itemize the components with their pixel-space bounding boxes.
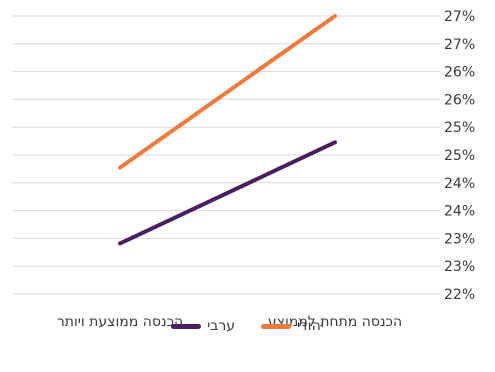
y-tick-label: 25% — [444, 148, 475, 164]
y-tick-label: 23% — [444, 259, 475, 275]
x-category-label: הכנסה ממוצעת ויותר — [57, 314, 183, 330]
y-tick-label: 26% — [444, 65, 475, 81]
y-tick-label: 25% — [444, 120, 475, 136]
y-tick-label: 27% — [444, 37, 475, 53]
legend-label-arab: ערבי — [207, 318, 236, 334]
legend: יהודי ערבי — [0, 318, 495, 334]
legend-swatch-jewish — [261, 323, 292, 329]
legend-label-jewish: יהודי — [297, 318, 324, 334]
series-lines — [118, 14, 337, 246]
legend-item-arab: ערבי — [171, 318, 235, 334]
legend-item-jewish: יהודי — [261, 318, 324, 334]
series-line-1 — [118, 140, 337, 246]
series-line-0 — [118, 14, 337, 170]
y-tick-label: 23% — [444, 231, 475, 247]
y-tick-label: 24% — [444, 204, 475, 220]
y-tick-label: 24% — [444, 176, 475, 192]
x-category-label: הכנסה מתחת לממוצע — [268, 314, 402, 330]
y-tick-label: 26% — [444, 92, 475, 108]
y-axis-ticks: 22% 23% 23% 24% 24% 25% 25% 26% 26% 27% 27% — [444, 9, 475, 303]
y-tick-label: 27% — [444, 9, 475, 25]
y-tick-label: 22% — [444, 287, 475, 303]
legend-swatch-arab — [171, 323, 202, 329]
gridlines — [12, 15, 440, 295]
x-axis-categories: הכנסה מתחת לממוצע הכנסה ממוצעת ויותר — [57, 314, 402, 330]
